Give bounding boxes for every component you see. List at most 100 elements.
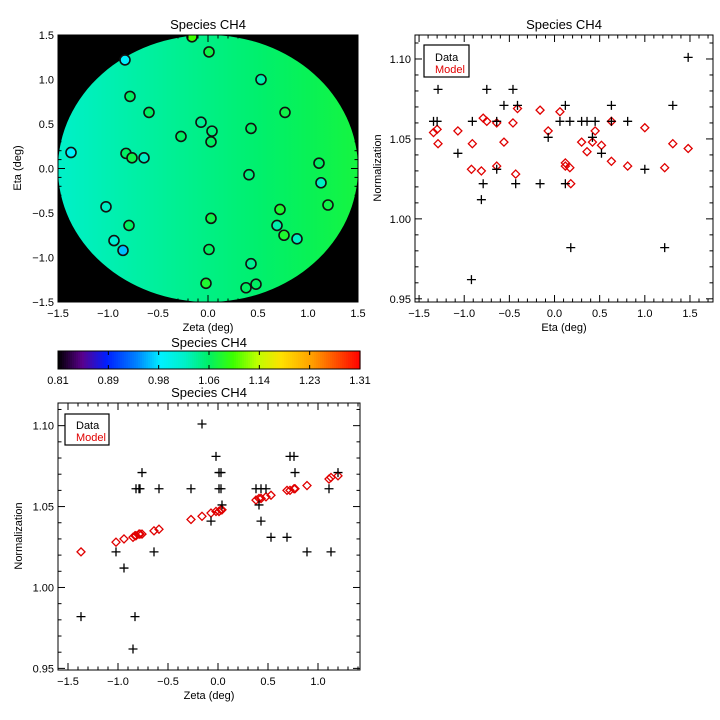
map-data-point — [124, 90, 136, 103]
eta-plot-data-plus — [660, 243, 670, 253]
colorbar-cell — [328, 351, 331, 369]
colorbar-cell — [58, 351, 61, 369]
colorbar-cell — [124, 351, 127, 369]
colorbar-cell — [264, 351, 267, 369]
colorbar-tick-label: 0.81 — [47, 375, 68, 387]
colorbar-cell — [94, 351, 97, 369]
colorbar-cell — [332, 351, 335, 369]
colorbar-cell — [68, 351, 71, 369]
colorbar-tick-label: 1.14 — [249, 375, 270, 387]
eta-plot-model-diamond — [565, 178, 576, 189]
colorbar-cell — [156, 351, 159, 369]
colorbar-cell — [78, 351, 81, 369]
eta-plot-data-plus — [640, 164, 650, 174]
colorbar-cell — [284, 351, 287, 369]
colorbar-cell — [220, 351, 223, 369]
colorbar-cell — [186, 351, 189, 369]
colorbar-cell — [250, 351, 253, 369]
eta-plot-x-tick-label: 0.5 — [592, 308, 607, 320]
eta-plot-data-plus — [478, 179, 488, 189]
eta-plot-model-diamond — [499, 137, 509, 148]
eta-plot-x-tick-label: −1.5 — [408, 308, 430, 320]
colorbar-cell — [60, 351, 63, 369]
zeta-plot-model-diamond — [333, 470, 343, 481]
eta-plot-data-plus — [482, 84, 492, 94]
colorbar-cell — [324, 351, 327, 369]
colorbar-cell — [270, 351, 273, 369]
eta-plot-model-diamond — [466, 164, 477, 175]
colorbar-cell — [180, 351, 183, 369]
map-y-tick-label: 0.0 — [39, 164, 54, 176]
colorbar-cell — [226, 351, 229, 369]
eta-plot-y-tick-label: 1.10 — [390, 54, 411, 66]
colorbar-cell — [70, 351, 73, 369]
zeta-plot-model-diamond — [211, 506, 221, 517]
legend-model-label: Model — [76, 432, 106, 444]
colorbar-cell — [132, 351, 135, 369]
map-data-point — [291, 233, 303, 245]
colorbar-tick-label: 0.89 — [98, 375, 119, 387]
colorbar-tick-label: 0.98 — [148, 375, 169, 387]
map-x-tick-label: −0.5 — [147, 308, 169, 320]
zeta-plot-model-diamond — [266, 490, 276, 501]
map-y-tick-label: −1.5 — [32, 297, 54, 309]
colorbar-cell — [216, 351, 219, 369]
zeta-plot-y-tick-label: 1.10 — [33, 421, 54, 433]
colorbar-cell — [102, 351, 105, 369]
map-x-tick-label: 1.5 — [350, 308, 365, 320]
eta-plot-model-diamond — [590, 126, 601, 136]
zeta-plot-model-diamond — [149, 525, 159, 536]
zeta-plot-data-plus — [217, 500, 227, 510]
eta-plot-data-plus — [668, 100, 678, 110]
colorbar-cell — [276, 351, 279, 369]
map-axes: −1.5 −1.0 −0.5 0.0 0.5 1.0 1.5 −1.5 −1.0 −0.5 0.0 0… — [32, 30, 365, 320]
colorbar-cell — [112, 351, 115, 369]
colorbar-cell — [262, 351, 265, 369]
colorbar-cell — [242, 351, 245, 369]
colorbar-cell — [240, 351, 243, 369]
colorbar-cell — [176, 351, 179, 369]
colorbar-cell — [168, 351, 171, 369]
colorbar-cell — [206, 351, 209, 369]
zeta-plot-frame — [57, 402, 361, 671]
colorbar-cell — [66, 351, 69, 369]
colorbar-cell — [196, 351, 199, 369]
colorbar-gradient — [58, 351, 361, 369]
colorbar-cell — [298, 351, 301, 369]
legend-box — [423, 44, 470, 78]
eta-plot-model-diamond — [510, 169, 521, 180]
zeta-plot-y-tick-label: 1.00 — [33, 582, 54, 594]
zeta-plot-model-diamond — [154, 524, 164, 535]
legend-model-label: Model — [435, 64, 465, 76]
eta-plot-model-diamond — [582, 146, 592, 157]
normalization-vs-eta-panel: Species CH4 −1.5 −1.0 −0.5 0.0 0.5 1.0 1.5 0.95… — [372, 17, 714, 334]
eta-plot-model-diamond — [512, 103, 523, 114]
map-data-point — [100, 200, 112, 213]
colorbar-cell — [340, 351, 343, 369]
eta-plot-model-diamond — [587, 137, 598, 148]
zeta-plot-data-plus — [130, 612, 140, 622]
colorbar-cell — [144, 351, 147, 369]
colorbar-cell — [158, 351, 161, 369]
zeta-plot-model-diamond — [285, 485, 295, 496]
colorbar-cell — [134, 351, 137, 369]
eta-plot-model-diamond — [659, 162, 670, 173]
map-x-tick-label: −1.5 — [47, 308, 69, 320]
normalization-vs-zeta-panel: Species CH4 −1.5 −1.0 −0.5 0.0 0.5 1.0 0.95 1.0… — [13, 385, 361, 702]
colorbar-cell — [258, 351, 261, 369]
colorbar-cell — [160, 351, 163, 369]
colorbar-cell — [140, 351, 143, 369]
eta-plot-data-plus — [606, 116, 616, 126]
colorbar-cell — [248, 351, 251, 369]
colorbar-panel: Species CH4 0.81 0.89 0.98 1.06 1.14 1.23 1.31 — [47, 335, 370, 387]
map-data-point — [205, 136, 217, 148]
colorbar-cell — [116, 351, 119, 369]
map-data-point — [240, 281, 252, 294]
colorbar-cell — [252, 351, 255, 369]
map-data-point — [245, 257, 257, 270]
zeta-plot-model-diamond — [324, 474, 334, 484]
colorbar-cell — [72, 351, 75, 369]
colorbar-cell — [354, 351, 357, 369]
